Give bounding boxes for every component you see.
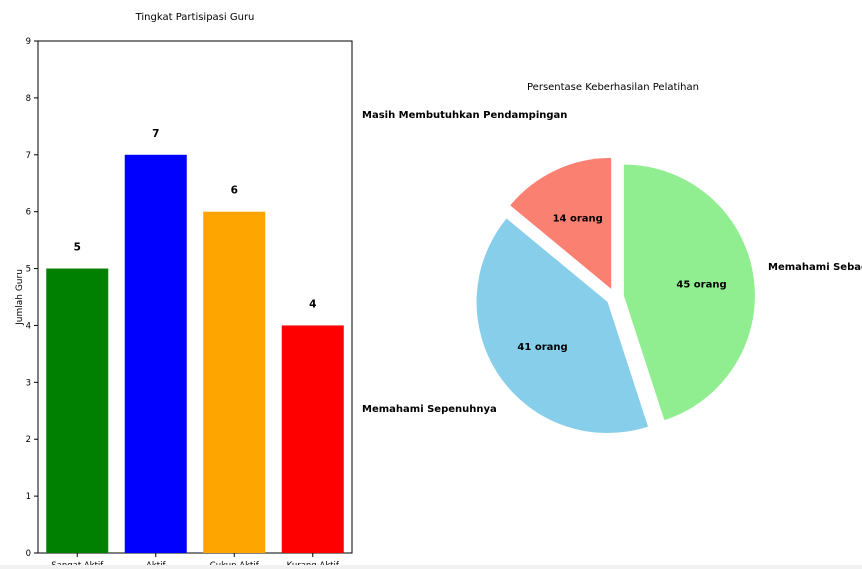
pie-value-label: 41 orang xyxy=(517,342,567,353)
pie-chart: Persentase Keberhasilan Pelatihan 45 oran… xyxy=(362,82,862,434)
pie-slice-label: Masih Membutuhkan Pendampingan xyxy=(362,110,567,121)
y-tick-label: 0 xyxy=(26,549,31,559)
y-tick-label: 8 xyxy=(26,94,31,104)
bar-sangat-aktif xyxy=(46,268,109,553)
bar-chart-frame xyxy=(37,40,353,554)
pie-slice-memahami-sebagian xyxy=(623,164,755,421)
y-tick-label: 6 xyxy=(26,208,31,218)
pie-slice-memahami-sepenuhnya xyxy=(476,218,649,434)
y-tick-label: 2 xyxy=(26,435,31,445)
bar-value-label: 4 xyxy=(309,298,316,310)
bar-value-label: 7 xyxy=(152,128,159,140)
bar-value-label: 5 xyxy=(74,242,81,254)
y-tick-label: 3 xyxy=(26,378,31,388)
bar-chart: Tingkat Partisipasi Guru 0 1 2 3 4 5 6 7 8 9 Jumlah… xyxy=(15,12,353,569)
bottom-strip xyxy=(0,565,862,569)
pie-slice-label: Memahami Sepenuhnya xyxy=(362,404,497,415)
bar-kurang-aktif xyxy=(281,325,344,553)
pie-slice-masih-membutuhkan-pendampingan xyxy=(510,157,612,289)
bar-value-label: 6 xyxy=(231,185,238,197)
bar-cukup-aktif xyxy=(203,211,266,553)
y-tick-label: 1 xyxy=(26,492,31,502)
y-axis-label: Jumlah Guru xyxy=(15,269,25,326)
bar-aktif xyxy=(124,154,187,553)
y-tick-label: 5 xyxy=(26,265,31,275)
pie-chart-title: Persentase Keberhasilan Pelatihan xyxy=(527,82,699,93)
y-tick-label: 7 xyxy=(26,151,31,161)
pie-slice-label: Memahami Sebagian xyxy=(768,262,862,273)
y-tick-label: 9 xyxy=(26,37,31,47)
y-tick-label: 4 xyxy=(26,321,31,331)
pie-value-label: 14 orang xyxy=(553,214,603,225)
bar-chart-title: Tingkat Partisipasi Guru xyxy=(135,12,255,23)
pie-value-label: 45 orang xyxy=(676,279,726,290)
